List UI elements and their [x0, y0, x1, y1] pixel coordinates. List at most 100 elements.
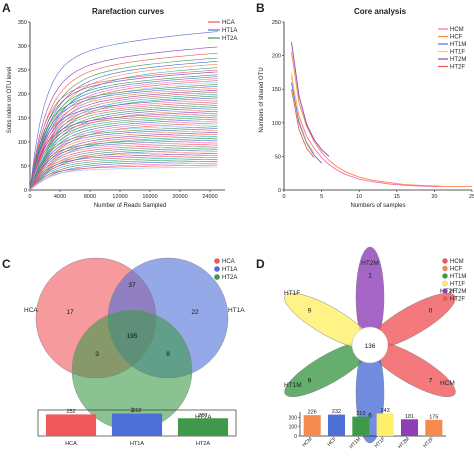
- rarefaction-series-line: [29, 135, 218, 191]
- core-legend-label: HT2F: [450, 65, 465, 71]
- rarefaction-series-line: [29, 111, 218, 191]
- venn-region-ht1a-ht2a: 8: [166, 351, 170, 358]
- totals3-category-label: HCA: [65, 441, 77, 447]
- totals3-bar-value: 252: [66, 409, 75, 415]
- rarefaction-x-tick-label: 24000: [202, 194, 217, 200]
- core-xlabel: Numbers of samples: [350, 203, 405, 209]
- rarefaction-series-line: [29, 124, 218, 191]
- flower-petal-label: HCM: [440, 380, 455, 387]
- rarefaction-series-line: [29, 63, 218, 191]
- totals6-bar-chart: 0100200226HCM232HCF210HT1M243HT1F181HT2M…: [289, 408, 446, 450]
- rarefaction-chart: Rarefaction curves Sobs index on OTU lev…: [7, 7, 237, 209]
- rarefaction-x-tick-label: 20000: [172, 194, 187, 200]
- totals3-bar: [177, 418, 229, 436]
- venn-label-ht1a: HT1A: [228, 307, 245, 314]
- totals6-bar-value: 226: [308, 410, 317, 416]
- rarefaction-series-line: [29, 74, 218, 191]
- venn-region-hca-ht1a: 37: [128, 282, 136, 289]
- rarefaction-ylabel: Sobs index on OTU level: [7, 67, 13, 133]
- rarefaction-legend: HCA HT1A HT2A: [208, 20, 237, 42]
- flower-legend-dot: [442, 295, 448, 302]
- flower-petal-value: 9: [308, 308, 312, 315]
- rarefaction-series-line: [29, 84, 218, 191]
- rarefaction-series-line: [29, 76, 218, 191]
- flower-legend-label: HCM: [450, 259, 464, 265]
- totals3-bar: [45, 414, 97, 436]
- rarefaction-x-tick-label: 12000: [112, 194, 127, 200]
- core-series-line-hcf: [291, 52, 472, 188]
- rarefaction-series-line: [29, 141, 218, 191]
- rarefaction-series-line: [29, 91, 218, 191]
- rarefaction-legend-label: HT2A: [222, 36, 237, 42]
- core-series-line-ht1f: [291, 72, 315, 154]
- totals6-bar-value: 243: [381, 408, 390, 414]
- venn3-legend-label: HT1A: [222, 267, 237, 273]
- rarefaction-y-tick-label: 150: [18, 116, 27, 122]
- core-lines: [291, 42, 472, 188]
- rarefaction-series-line: [29, 46, 218, 191]
- rarefaction-series-line: [29, 122, 218, 191]
- totals6-bar-value: 232: [332, 409, 341, 415]
- flower-legend-label: HT1M: [450, 274, 466, 280]
- flower-petal-value: 6: [368, 413, 372, 420]
- flower-legend-dot: [442, 258, 448, 264]
- panel-letter-a: A: [2, 1, 11, 15]
- flower-core-value: 136: [365, 343, 376, 350]
- rarefaction-series-line: [29, 78, 218, 191]
- totals6-y-tick-label: 200: [289, 415, 298, 421]
- venn3-legend: HCA HT1A HT2A: [214, 258, 237, 281]
- rarefaction-x-tick-label: 8000: [84, 194, 96, 200]
- rarefaction-y-tick-label: 350: [18, 20, 27, 26]
- totals6-y-tick-label: 100: [289, 425, 298, 431]
- flower-legend-label: HT1F: [450, 282, 465, 288]
- rarefaction-series-line: [29, 61, 218, 191]
- venn3-legend-label: HT2A: [222, 275, 237, 281]
- flower-petal-value: 0: [429, 308, 433, 315]
- totals3-category-label: HT1A: [130, 441, 144, 447]
- flower-legend-dot: [442, 280, 448, 287]
- rarefaction-series-line: [29, 153, 218, 191]
- rarefaction-axes: 0 4000 8000 12000 16000 20000 24000 0 50 100 150 20…: [18, 20, 225, 200]
- rarefaction-series-line: [29, 128, 218, 191]
- core-title: Core analysis: [354, 7, 407, 16]
- flower-legend-label: HT2M: [450, 289, 466, 295]
- flower-petal-label: HT1M: [284, 382, 302, 389]
- core-y-tick-label: 100: [272, 121, 281, 127]
- rarefaction-series-line: [29, 52, 218, 191]
- totals6-category-label: HT2M: [397, 436, 411, 450]
- venn-region-all: 195: [127, 333, 138, 340]
- rarefaction-series-line: [29, 145, 218, 191]
- venn3-legend-dot: [214, 274, 220, 280]
- core-x-tick-label: 25: [469, 194, 474, 200]
- rarefaction-series-line: [29, 155, 218, 191]
- rarefaction-series-line: [29, 112, 218, 191]
- rarefaction-series-line: [29, 97, 218, 191]
- rarefaction-series-line: [29, 31, 218, 191]
- flower-petal-label: HT1F: [284, 290, 300, 297]
- totals6-bar-value: 181: [405, 414, 414, 420]
- rarefaction-xlabel: Number of Reads Sampled: [94, 203, 166, 209]
- rarefaction-series-line: [29, 89, 218, 191]
- flower-petal-value: 1: [368, 273, 372, 280]
- rarefaction-y-tick-label: 250: [18, 68, 27, 74]
- rarefaction-series-line: [29, 159, 218, 191]
- totals6-category-label: HT1M: [348, 436, 362, 450]
- core-x-tick-label: 20: [431, 194, 437, 200]
- core-series-line-ht2m: [291, 42, 330, 157]
- rarefaction-series-line: [29, 147, 218, 191]
- core-legend-label: HCF: [450, 35, 463, 41]
- rarefaction-series-line: [29, 134, 218, 191]
- flower-petal-value: 7: [429, 378, 433, 385]
- rarefaction-series-line: [29, 118, 218, 191]
- rarefaction-y-tick-label: 300: [18, 44, 27, 50]
- rarefaction-series-line: [29, 143, 218, 191]
- venn3-legend-label: HCA: [222, 259, 235, 265]
- rarefaction-series-line: [29, 166, 218, 191]
- rarefaction-series-line: [29, 114, 218, 191]
- rarefaction-series-line: [29, 87, 218, 191]
- totals6-bar: [352, 416, 370, 436]
